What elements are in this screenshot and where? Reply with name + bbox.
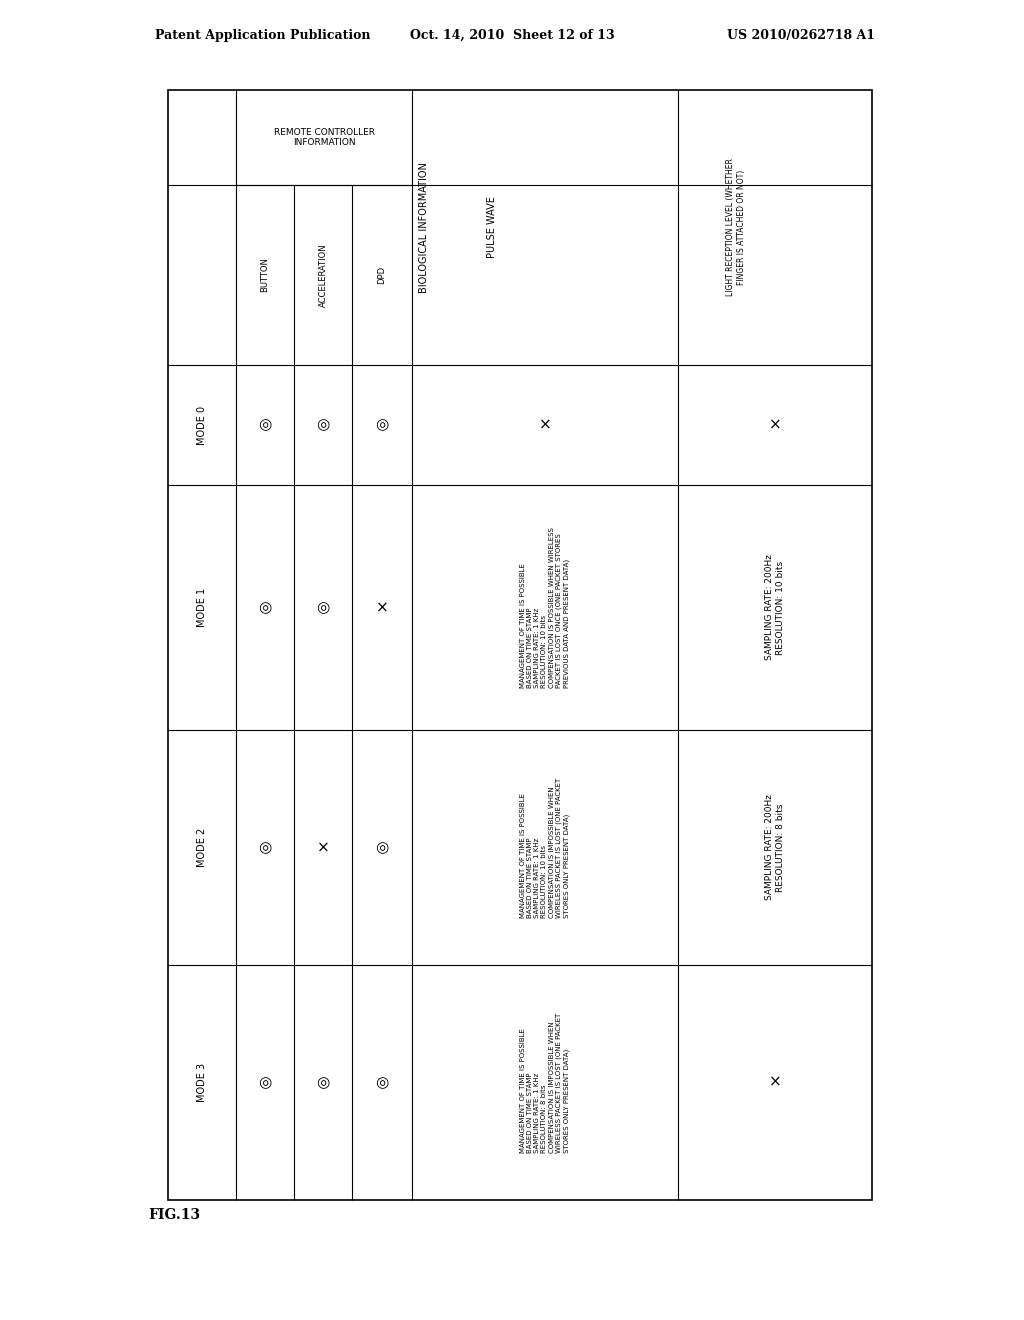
Text: BIOLOGICAL INFORMATION: BIOLOGICAL INFORMATION xyxy=(419,162,429,293)
Text: SAMPLING RATE: 200Hz
RESOLUTION: 10 bits: SAMPLING RATE: 200Hz RESOLUTION: 10 bits xyxy=(765,554,785,660)
Text: ×: × xyxy=(316,840,330,855)
Text: MANAGEMENT OF TIME IS POSSIBLE
BASED ON TIME STAMP
SAMPLING RATE: 1 KHz
RESOLUTI: MANAGEMENT OF TIME IS POSSIBLE BASED ON … xyxy=(520,1012,570,1152)
Text: ×: × xyxy=(539,417,551,433)
Text: ◎: ◎ xyxy=(376,417,389,433)
Text: MODE 0: MODE 0 xyxy=(197,405,207,445)
Text: ◎: ◎ xyxy=(376,1074,389,1090)
Text: MODE 1: MODE 1 xyxy=(197,587,207,627)
Text: ×: × xyxy=(376,601,388,615)
Text: DPD: DPD xyxy=(378,265,386,284)
Text: US 2010/0262718 A1: US 2010/0262718 A1 xyxy=(727,29,874,41)
Text: PULSE WAVE: PULSE WAVE xyxy=(486,197,497,259)
Text: ◎: ◎ xyxy=(316,1074,330,1090)
Text: MANAGEMENT OF TIME IS POSSIBLE
BASED ON TIME STAMP
SAMPLING RATE: 1 KHz
RESOLUTI: MANAGEMENT OF TIME IS POSSIBLE BASED ON … xyxy=(520,777,570,917)
Text: ×: × xyxy=(769,1074,781,1090)
Text: Patent Application Publication: Patent Application Publication xyxy=(155,29,371,41)
Text: ◎: ◎ xyxy=(316,601,330,615)
Text: ◎: ◎ xyxy=(376,840,389,855)
Text: ◎: ◎ xyxy=(316,417,330,433)
Text: MODE 3: MODE 3 xyxy=(197,1063,207,1102)
Bar xyxy=(168,90,872,1200)
Text: ◎: ◎ xyxy=(258,1074,271,1090)
Text: REMOTE CONTROLLER
INFORMATION: REMOTE CONTROLLER INFORMATION xyxy=(273,128,375,148)
Text: ◎: ◎ xyxy=(258,601,271,615)
Text: SAMPLING RATE: 200Hz
RESOLUTION: 8 bits: SAMPLING RATE: 200Hz RESOLUTION: 8 bits xyxy=(765,795,785,900)
Text: MODE 2: MODE 2 xyxy=(197,828,207,867)
Text: ×: × xyxy=(769,417,781,433)
Text: ◎: ◎ xyxy=(258,417,271,433)
Text: MANAGEMENT OF TIME IS POSSIBLE
BASED ON TIME STAMP
SAMPLING RATE: 1 KHz
RESOLUTI: MANAGEMENT OF TIME IS POSSIBLE BASED ON … xyxy=(520,527,570,688)
Text: Oct. 14, 2010  Sheet 12 of 13: Oct. 14, 2010 Sheet 12 of 13 xyxy=(410,29,614,41)
Text: BUTTON: BUTTON xyxy=(260,257,269,293)
Text: FIG.13: FIG.13 xyxy=(148,1208,200,1222)
Text: LIGHT RECEPTION LEVEL (WHETHER
FINGER IS ATTACHED OR NOT): LIGHT RECEPTION LEVEL (WHETHER FINGER IS… xyxy=(726,158,745,297)
Text: ◎: ◎ xyxy=(258,840,271,855)
Text: ACCELERATION: ACCELERATION xyxy=(318,243,328,306)
